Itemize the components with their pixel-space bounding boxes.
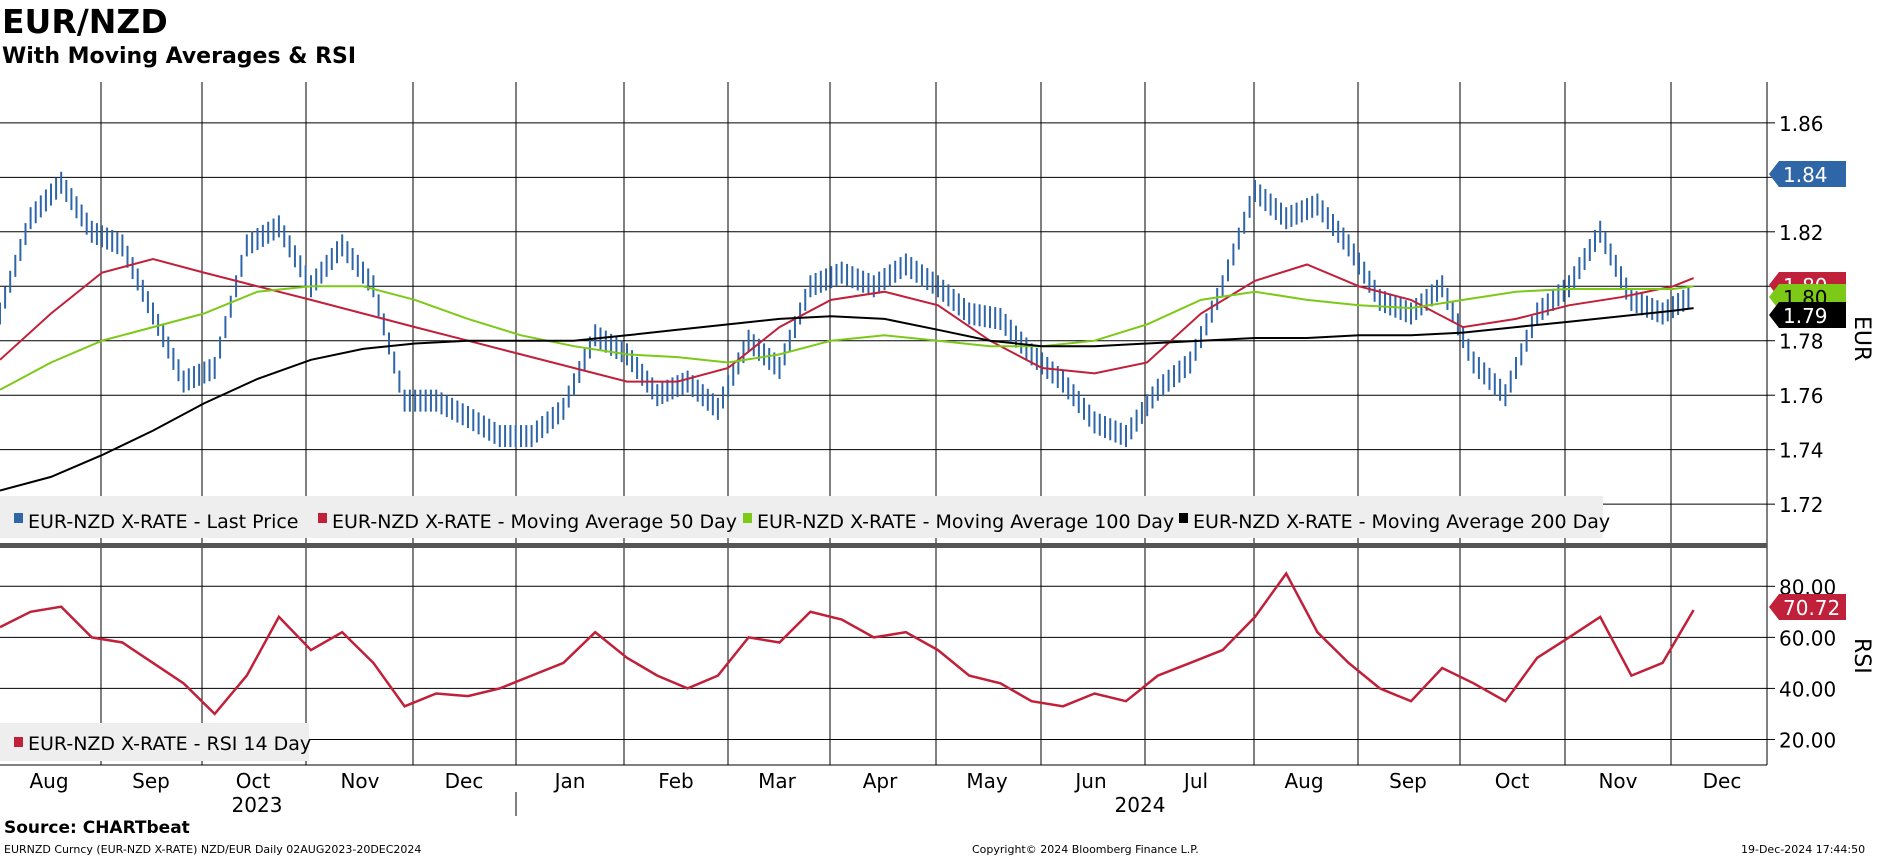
- chart-subtitle: With Moving Averages & RSI: [2, 44, 357, 69]
- x-tick-label: Nov: [340, 769, 379, 793]
- panel-separator: [0, 543, 1767, 548]
- x-tick-label: Dec: [445, 769, 484, 793]
- legend-label-ma200: EUR-NZD X-RATE - Moving Average 200 Day: [1193, 511, 1610, 533]
- source-note: Source: CHARTbeat: [4, 818, 190, 838]
- x-tick-label: Oct: [236, 769, 271, 793]
- rsi-tick-label: 20.00: [1779, 728, 1836, 752]
- x-tick-label: Aug: [1284, 769, 1323, 793]
- price-tick-label: 1.78: [1779, 330, 1824, 354]
- price-panel: 1.721.741.761.781.801.821.841.861.841.80…: [0, 82, 1874, 765]
- legend-swatch-ma100: [743, 513, 752, 523]
- x-axis: Aug Sep Oct Nov Dec Jan Feb Mar Apr May Jun Jul Aug S…: [0, 764, 1767, 817]
- series-line-ma200: [0, 307, 1694, 492]
- last-value-marker-price: [1769, 161, 1846, 187]
- price-tick-label: 1.86: [1779, 112, 1824, 136]
- x-year-label: 2023: [232, 793, 283, 817]
- x-tick-label: Feb: [658, 769, 693, 793]
- chart-title: EUR/NZD: [2, 2, 168, 41]
- x-tick-label: May: [966, 769, 1008, 793]
- last-value-marker-rsi: [1769, 594, 1846, 620]
- last-value-label-price: 1.84: [1783, 163, 1828, 187]
- x-tick-label: Apr: [863, 769, 898, 793]
- x-tick-label: Jun: [1073, 769, 1106, 793]
- legend-label-ma50: EUR-NZD X-RATE - Moving Average 50 Day: [332, 511, 737, 533]
- legend-label-rsi: EUR-NZD X-RATE - RSI 14 Day: [28, 733, 311, 755]
- footer-copyright: Copyright© 2024 Bloomberg Finance L.P.: [972, 843, 1199, 856]
- rsi-tick-label: 40.00: [1779, 677, 1836, 701]
- series-line-ma100: [0, 285, 1694, 391]
- x-tick-label: Jul: [1182, 769, 1208, 793]
- legend-swatch-ma50: [318, 513, 327, 523]
- legend-swatch-rsi: [14, 737, 23, 747]
- x-tick-label: Dec: [1703, 769, 1742, 793]
- price-tick-label: 1.72: [1779, 493, 1824, 517]
- legend-label-ma100: EUR-NZD X-RATE - Moving Average 100 Day: [757, 511, 1174, 533]
- last-value-label-ma200: 1.79: [1783, 304, 1828, 328]
- x-tick-label: Sep: [1389, 769, 1427, 793]
- x-tick-label: Mar: [758, 769, 797, 793]
- price-tick-label: 1.74: [1779, 439, 1824, 463]
- last-value-label-rsi: 70.72: [1783, 596, 1840, 620]
- x-tick-label: Aug: [29, 769, 68, 793]
- price-tick-label: 1.82: [1779, 221, 1824, 245]
- x-tick-label: Sep: [132, 769, 170, 793]
- x-tick-label: Nov: [1598, 769, 1637, 793]
- rsi-tick-label: 60.00: [1779, 626, 1836, 650]
- legend-swatch-price: [14, 513, 23, 523]
- x-tick-label: Jan: [553, 769, 586, 793]
- series-line-rsi: [0, 571, 1695, 716]
- series-line-ma50: [0, 257, 1694, 383]
- x-tick-label: Oct: [1495, 769, 1530, 793]
- legend-label-price: EUR-NZD X-RATE - Last Price: [28, 511, 299, 533]
- last-value-marker-ma200: [1769, 302, 1846, 328]
- footer-info: EURNZD Curncy (EUR-NZD X-RATE) NZD/EUR D…: [4, 843, 422, 856]
- footer-timestamp: 19-Dec-2024 17:44:50: [1741, 843, 1866, 856]
- rsi-axis-label: RSI: [1849, 638, 1874, 674]
- x-year-label: 2024: [1115, 793, 1166, 817]
- rsi-legend: [0, 723, 309, 761]
- price-legend: [0, 496, 1603, 538]
- price-axis-label: EUR: [1849, 316, 1874, 361]
- price-tick-label: 1.76: [1779, 384, 1824, 408]
- legend-swatch-ma200: [1179, 513, 1188, 523]
